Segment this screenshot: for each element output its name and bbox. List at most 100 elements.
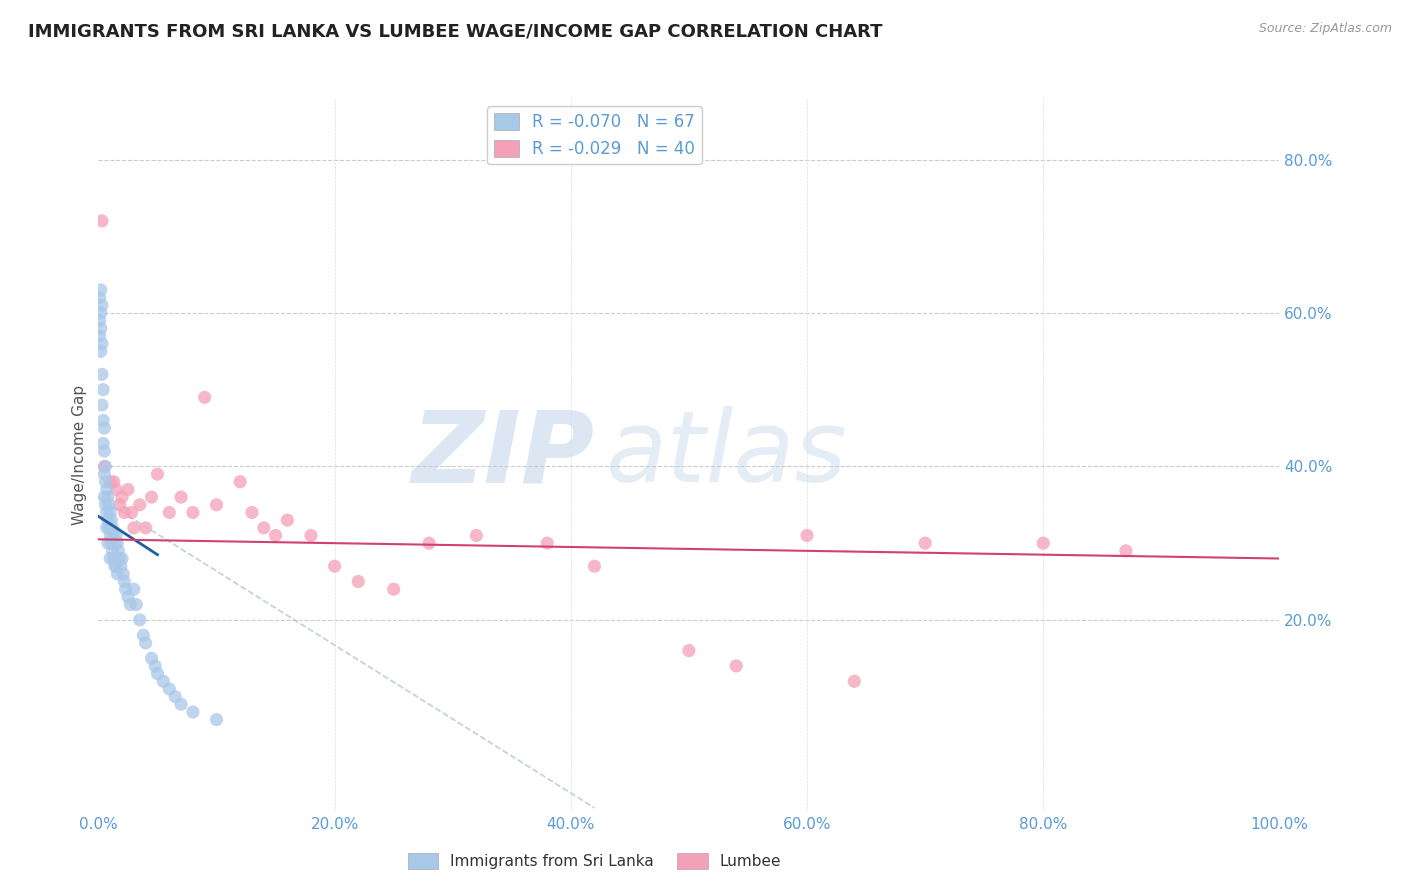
Text: Source: ZipAtlas.com: Source: ZipAtlas.com	[1258, 22, 1392, 36]
Point	[583, 559, 606, 574]
Point	[141, 490, 163, 504]
Y-axis label: Wage/Income Gap: Wage/Income Gap	[72, 384, 87, 525]
Point	[135, 636, 157, 650]
Point	[90, 321, 112, 335]
Point	[105, 559, 128, 574]
Point	[89, 291, 111, 305]
Point	[114, 582, 136, 597]
Point	[240, 506, 263, 520]
Point	[122, 521, 145, 535]
Point	[181, 705, 204, 719]
Point	[170, 490, 193, 504]
Point	[101, 544, 124, 558]
Point	[96, 483, 118, 497]
Point	[96, 521, 118, 535]
Point	[170, 698, 193, 712]
Point	[103, 528, 125, 542]
Point	[141, 651, 163, 665]
Point	[94, 475, 117, 489]
Point	[725, 659, 748, 673]
Point	[93, 467, 115, 482]
Point	[205, 713, 228, 727]
Point	[146, 666, 169, 681]
Point	[104, 559, 127, 574]
Point	[111, 490, 134, 504]
Point	[276, 513, 298, 527]
Point	[91, 214, 114, 228]
Point	[105, 483, 128, 497]
Text: atlas: atlas	[606, 407, 848, 503]
Point	[89, 329, 111, 343]
Point	[1032, 536, 1054, 550]
Legend: Immigrants from Sri Lanka, Lumbee: Immigrants from Sri Lanka, Lumbee	[402, 847, 787, 875]
Point	[128, 498, 150, 512]
Point	[157, 681, 180, 696]
Point	[465, 528, 488, 542]
Point	[108, 551, 131, 566]
Point	[105, 566, 128, 581]
Point	[98, 521, 121, 535]
Point	[194, 390, 217, 404]
Point	[91, 368, 114, 382]
Point	[796, 528, 818, 542]
Point	[97, 490, 120, 504]
Point	[299, 528, 322, 542]
Point	[101, 521, 124, 535]
Point	[94, 498, 117, 512]
Point	[146, 467, 169, 482]
Text: IMMIGRANTS FROM SRI LANKA VS LUMBEE WAGE/INCOME GAP CORRELATION CHART: IMMIGRANTS FROM SRI LANKA VS LUMBEE WAGE…	[28, 22, 883, 40]
Point	[120, 598, 142, 612]
Point	[112, 574, 135, 589]
Point	[844, 674, 866, 689]
Point	[98, 528, 121, 542]
Point	[105, 528, 128, 542]
Point	[97, 536, 120, 550]
Point	[152, 674, 174, 689]
Point	[97, 513, 120, 527]
Point	[90, 344, 112, 359]
Text: ZIP: ZIP	[412, 407, 595, 503]
Point	[91, 398, 114, 412]
Point	[93, 421, 115, 435]
Point	[418, 536, 440, 550]
Point	[110, 559, 132, 574]
Point	[100, 536, 122, 550]
Point	[94, 459, 117, 474]
Point	[122, 582, 145, 597]
Point	[678, 643, 700, 657]
Point	[103, 551, 125, 566]
Point	[93, 459, 115, 474]
Point	[105, 536, 128, 550]
Point	[107, 544, 129, 558]
Point	[264, 528, 287, 542]
Point	[91, 383, 114, 397]
Point	[347, 574, 370, 589]
Point	[103, 475, 125, 489]
Point	[108, 498, 131, 512]
Point	[165, 690, 187, 704]
Point	[1115, 544, 1137, 558]
Point	[91, 436, 114, 450]
Point	[91, 413, 114, 427]
Point	[323, 559, 346, 574]
Point	[914, 536, 936, 550]
Point	[100, 513, 122, 527]
Point	[112, 506, 135, 520]
Point	[135, 521, 157, 535]
Point	[91, 298, 114, 312]
Point	[90, 306, 112, 320]
Point	[91, 336, 114, 351]
Point	[117, 483, 139, 497]
Point	[96, 506, 118, 520]
Point	[93, 444, 115, 458]
Point	[104, 536, 127, 550]
Point	[98, 475, 121, 489]
Point	[98, 551, 121, 566]
Point	[132, 628, 155, 642]
Point	[205, 498, 228, 512]
Point	[128, 613, 150, 627]
Point	[117, 590, 139, 604]
Point	[112, 566, 135, 581]
Point	[253, 521, 276, 535]
Point	[89, 313, 111, 327]
